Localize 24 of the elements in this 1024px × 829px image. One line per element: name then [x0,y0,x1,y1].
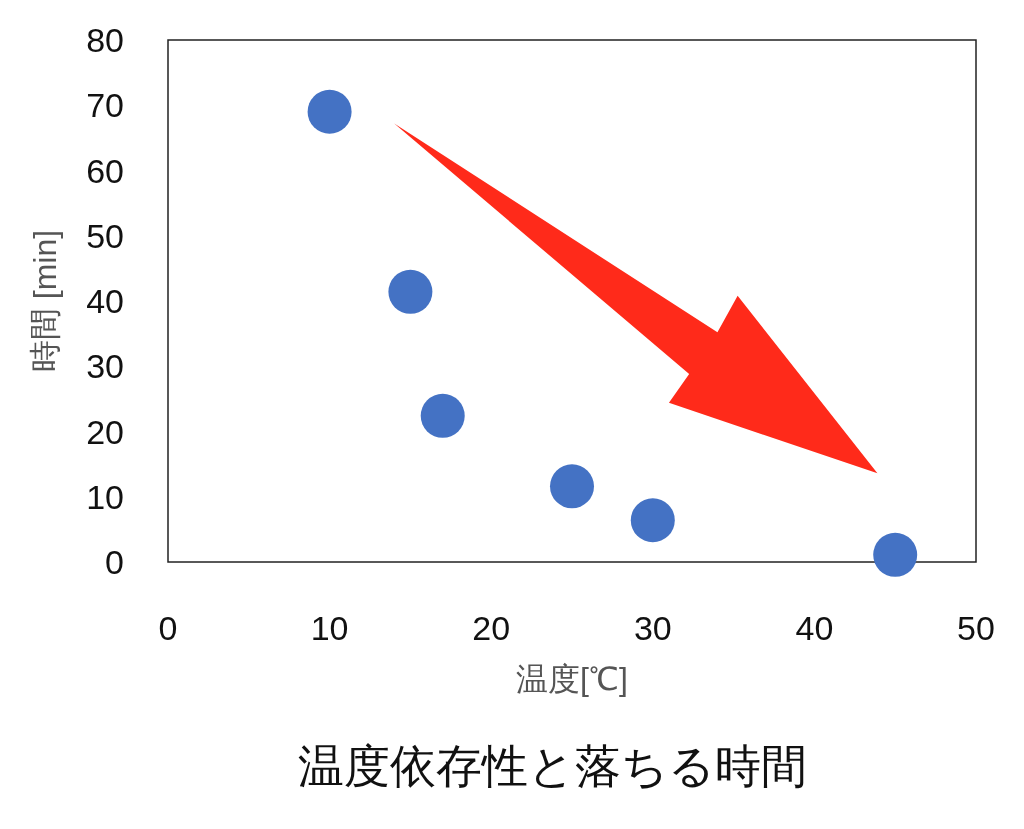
x-tick-label: 10 [310,609,349,647]
point [388,269,433,314]
y-tick-label: 50 [86,216,124,255]
x-tick-label: 50 [957,609,995,647]
y-tick-label: 60 [86,151,124,190]
point [630,498,675,543]
x-tick-label: 30 [633,609,672,647]
point [307,89,352,134]
point [550,464,594,509]
y-tick-label: 80 [86,21,124,59]
y-tick-label: 70 [86,86,124,125]
text: 温度依存性と落ちる時間 [297,740,807,792]
y-tick-label: 40 [86,282,124,320]
point [873,532,918,577]
y-tick-label: 0 [105,543,124,581]
y-tick-label: 10 [86,477,124,516]
point [420,393,465,438]
y-tick-label: 20 [86,412,124,451]
x-tick-label: 40 [795,609,834,647]
x-tick-label: 20 [472,609,511,647]
y-tick-label: 30 [86,347,124,386]
x-tick-label: 0 [158,609,178,647]
y-axis-title: 時間 [min] [27,229,63,373]
x-axis-title: 温度[℃] [516,661,628,697]
